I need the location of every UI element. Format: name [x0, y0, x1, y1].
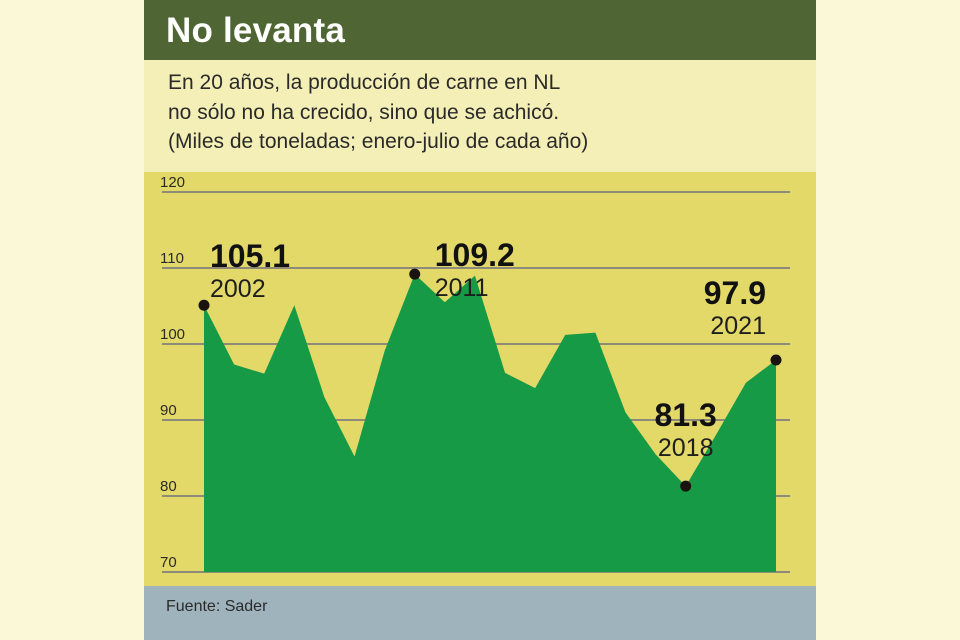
description-line-2: no sólo no ha crecido, sino que se achic…: [168, 101, 560, 124]
chart-area: 70 80 90 100 110 120 105.1 2002 109.2 2011 81.3 201…: [144, 172, 816, 586]
infographic-card: No levanta En 20 años, la producción de …: [144, 0, 816, 640]
data-marker-2018: [680, 480, 692, 492]
value-label-2002: 105.1: [210, 238, 290, 274]
year-label-2021: 2021: [710, 312, 766, 340]
y-tick-label-120: 120: [160, 174, 185, 191]
year-label-2018: 2018: [658, 434, 714, 462]
y-tick-label-110: 110: [160, 250, 184, 267]
chart-title: No levanta: [166, 11, 345, 50]
y-tick-label-70: 70: [160, 554, 177, 571]
year-label-2011: 2011: [435, 274, 489, 302]
area-series: [204, 274, 776, 572]
description-line-3: (Miles de toneladas; enero-julio de cada…: [168, 130, 589, 153]
value-label-2011: 109.2: [435, 237, 515, 273]
data-marker-2011: [409, 268, 421, 280]
data-marker-2021: [770, 354, 782, 366]
description-box: En 20 años, la producción de carne en NL…: [144, 60, 816, 172]
data-marker-2002: [198, 299, 210, 311]
header-bar: No levanta: [144, 0, 816, 60]
source-note: Fuente: Sader: [166, 598, 268, 615]
value-label-2018: 81.3: [655, 397, 717, 433]
footer-bar: Fuente: Sader: [144, 586, 816, 640]
value-label-2021: 97.9: [704, 275, 766, 311]
description-line-1: En 20 años, la producción de carne en NL: [168, 71, 561, 94]
y-tick-label-90: 90: [160, 402, 177, 419]
year-label-2002: 2002: [210, 275, 266, 303]
y-tick-label-100: 100: [160, 326, 185, 343]
y-tick-label-80: 80: [160, 478, 177, 495]
